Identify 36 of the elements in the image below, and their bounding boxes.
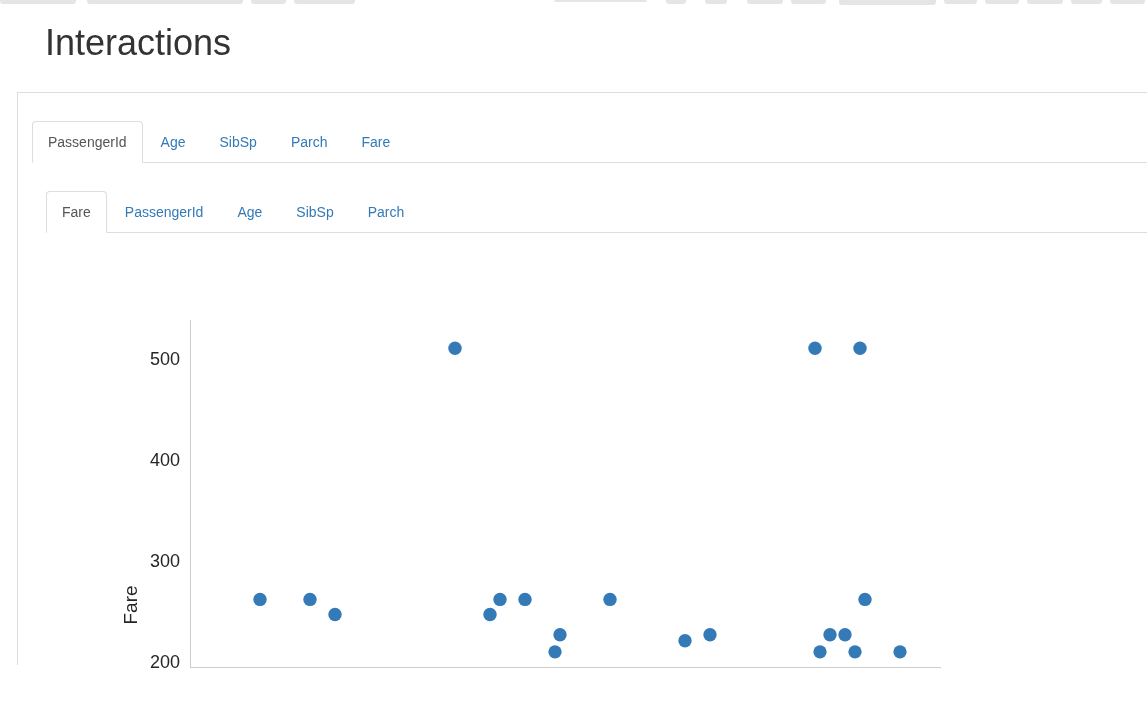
text: Fare — [360, 133, 392, 152]
text: Fare — [46, 191, 107, 233]
y-tick-label: 300 — [149, 551, 180, 572]
y-tick-label: 400 — [149, 450, 180, 471]
y-tick-label: 500 — [149, 349, 180, 370]
point — [823, 628, 837, 642]
y-axis-title: Fare — [120, 585, 142, 625]
text: PassengerId — [32, 121, 143, 163]
point — [493, 592, 507, 607]
y-tick-label: 200 — [149, 651, 180, 672]
point — [853, 341, 867, 355]
text: Age — [159, 133, 187, 152]
point — [253, 592, 267, 607]
text: PassengerId — [123, 203, 205, 222]
text: SibSp — [218, 133, 258, 152]
point — [518, 592, 532, 607]
point — [603, 592, 617, 607]
point — [678, 634, 692, 648]
text: Parch — [366, 203, 406, 222]
text: Parch — [289, 133, 329, 152]
point — [303, 592, 317, 607]
point — [893, 645, 907, 659]
point — [553, 628, 567, 642]
point — [838, 628, 852, 642]
point — [548, 645, 562, 659]
point — [328, 607, 342, 622]
point — [808, 341, 822, 355]
text: Age — [236, 203, 264, 222]
chart-title: Interactions — [45, 22, 232, 63]
text: SibSp — [295, 203, 335, 222]
point — [813, 645, 827, 659]
point — [703, 628, 717, 642]
point — [858, 592, 872, 607]
point — [448, 341, 462, 355]
point — [483, 607, 497, 622]
point — [848, 645, 862, 659]
